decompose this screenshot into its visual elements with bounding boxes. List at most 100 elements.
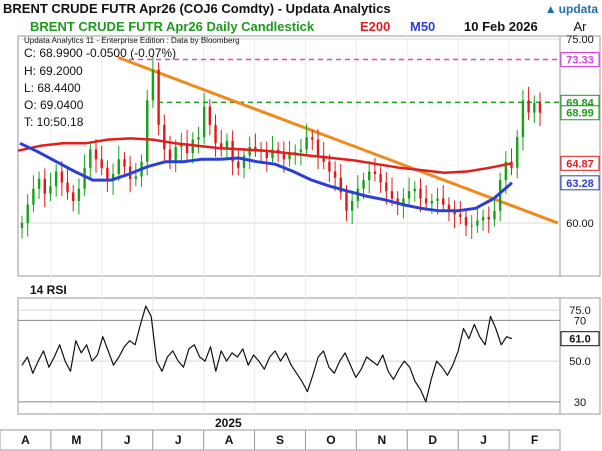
candle-body [168,149,172,162]
month-label: S [276,433,284,447]
candle-body [77,188,81,201]
ema200-line [17,137,513,174]
legend-bar: BRENT CRUDE FUTR Apr26 Daily Candlestick… [0,19,560,35]
candle-body [37,178,41,189]
title-bar: BRENT CRUDE FUTR Apr26 (COJ6 Comdty) - U… [0,0,602,19]
candle-body [305,137,308,150]
candle-body [396,198,399,205]
month-label: A [21,433,30,447]
rsi-axis-frame [559,297,601,415]
rsi-plot: 61.0 [21,305,600,403]
info-header: Updata Analytics 11 - Enterprise Edition… [24,36,240,45]
rsi-tick-label: 30 [574,397,586,409]
candle-body [538,102,542,113]
candle-body [459,214,462,217]
price-tag-box [560,175,600,191]
info-open: O: 69.0400 [24,98,84,112]
candle-body [453,210,456,215]
candle-body [527,100,530,113]
candle-body [49,186,52,194]
logo-text: updata [558,2,598,16]
candle-body [202,106,206,138]
candle-body [242,155,246,168]
candle-body [322,155,325,162]
month-label: F [531,433,538,447]
rsi-line [21,305,513,403]
candle-body [487,216,490,220]
candle-body [174,146,177,162]
candle-body [407,191,411,199]
legend-ma50: M50 [410,19,436,34]
candle-body [151,69,155,101]
candle-body [498,180,502,211]
candle-body [43,178,46,194]
candle-body [521,100,525,138]
candle-body [385,182,388,192]
candle-body [442,198,445,205]
candle-body [197,137,200,140]
month-label: N [377,433,386,447]
candle-body [94,149,98,160]
price-tag-label: 68.99 [566,108,594,120]
month-label: J [175,433,182,447]
candle-body [345,192,348,211]
price-axis: 75.00 60.00 [566,34,594,230]
legend-date: 10 Feb 2026 [464,19,538,34]
rsi-tick-label: 70 [574,315,586,327]
candle-body [493,210,496,220]
rsi-last-box [560,331,600,347]
candle-body [66,182,69,193]
candle-body [413,188,416,192]
candle-body [436,198,439,201]
candle-body [106,167,109,182]
candle-body [248,146,251,156]
candle-body [470,225,473,227]
candle-body [220,143,223,150]
candle-body [60,171,64,183]
candle-body [424,198,428,204]
candle-body [54,171,58,187]
candle-body [339,177,342,193]
candle-body [533,102,536,113]
candle-body [20,223,24,228]
candle-body [311,137,314,140]
month-label: D [428,433,437,447]
candle-body [157,69,160,125]
candle-body [430,200,434,204]
rsi-last-label: 61.0 [569,334,590,346]
info-time: T: 10:50.18 [24,115,84,129]
candle-body [464,216,468,226]
candle-body [447,204,451,211]
rsi-panel-frame [17,297,561,415]
month-label: J [480,433,487,447]
price-tick-label: 60.00 [566,218,594,230]
candle-body [163,124,166,150]
price-tag-box [560,51,600,67]
rsi-title: 14 RSI [30,283,67,297]
candle-body [208,106,212,125]
month-label: O [326,433,335,447]
candle-body [254,146,257,150]
trendline [117,56,559,225]
candle-body [299,149,303,152]
rsi-tick-label: 50.0 [569,356,590,368]
month-label: J [124,433,131,447]
candle-body [214,124,217,144]
info-close: C: 68.9900 -0.0500 (-0.07%) [24,46,177,60]
rsi-tick-label: 75.0 [569,305,590,317]
candle-body [276,149,280,152]
candle-body [117,159,120,174]
candle-body [328,161,331,172]
price-tag-label: 63.28 [566,178,594,190]
year-label: 2025 [215,416,242,430]
candle-body [237,161,240,168]
candle-body [373,171,377,174]
legend-ma200: E200 [360,19,391,34]
window-title: BRENT CRUDE FUTR Apr26 (COJ6 Comdty) - U… [3,1,391,16]
price-tag-box [560,105,600,121]
price-tick-label: 75.00 [566,34,594,46]
candle-body [362,180,365,189]
legend-instrument: BRENT CRUDE FUTR Apr26 Daily Candlestick [30,19,315,34]
